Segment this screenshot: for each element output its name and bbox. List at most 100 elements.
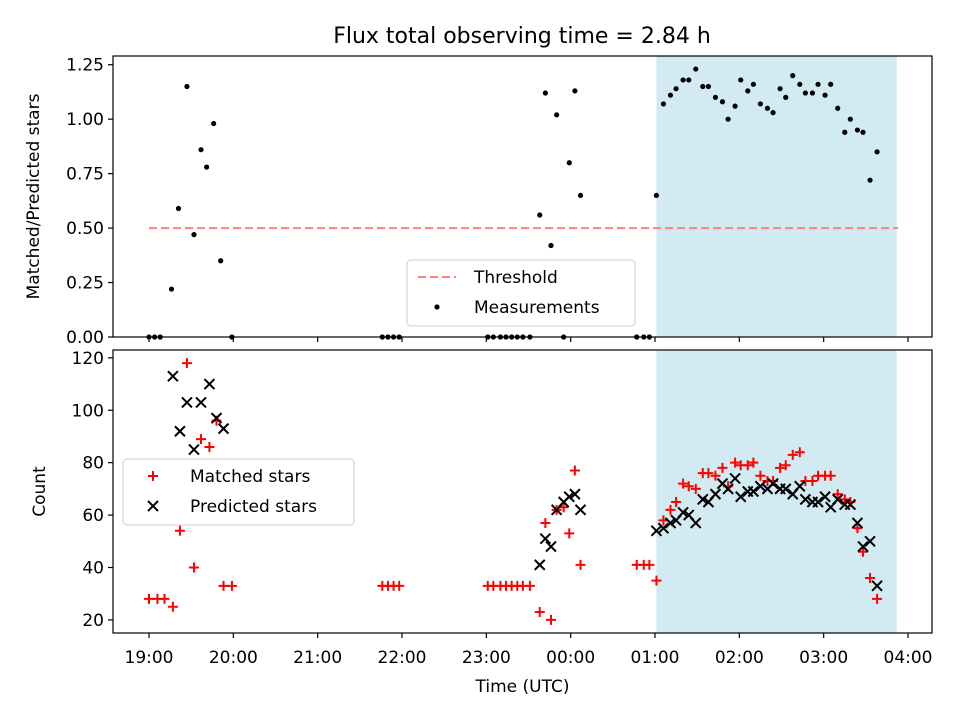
data-point — [860, 129, 866, 135]
data-point — [764, 105, 771, 111]
data-point — [226, 580, 237, 591]
data-point — [188, 562, 199, 573]
data-point — [569, 488, 581, 500]
data-point — [577, 192, 584, 199]
data-point — [828, 81, 834, 87]
data-point — [690, 517, 702, 529]
data-point — [730, 457, 741, 468]
data-point — [703, 468, 714, 479]
data-point — [839, 494, 850, 505]
data-point — [709, 488, 722, 500]
data-point — [722, 483, 734, 495]
data-point — [665, 504, 676, 515]
data-point — [539, 532, 552, 545]
x-tick-label: 00:00 — [546, 648, 595, 668]
x-tick-label: 01:00 — [631, 648, 680, 668]
data-point — [710, 470, 721, 481]
data-point — [812, 496, 824, 508]
data-point — [660, 101, 667, 107]
data-point — [815, 81, 821, 87]
data-point — [195, 396, 207, 409]
data-point — [799, 493, 812, 506]
data-point — [790, 73, 796, 79]
y-tick-label: 100 — [72, 401, 104, 421]
data-point — [572, 88, 578, 94]
data-point — [644, 559, 655, 570]
data-point — [564, 528, 575, 539]
data-point — [770, 110, 776, 116]
data-point — [775, 462, 786, 473]
data-point — [874, 149, 880, 155]
data-point — [742, 460, 753, 471]
data-point — [825, 470, 836, 481]
data-point — [566, 160, 572, 166]
data-point — [819, 491, 831, 503]
data-point — [747, 485, 760, 498]
data-point — [755, 470, 766, 481]
data-point — [693, 66, 699, 72]
data-point — [686, 77, 692, 83]
y-tick-label: 120 — [72, 349, 104, 369]
data-point — [545, 540, 557, 553]
data-point — [174, 425, 186, 437]
data-point — [807, 476, 818, 487]
data-point — [832, 493, 844, 506]
data-point — [524, 580, 535, 591]
y-tick-label: 1.00 — [66, 110, 104, 130]
data-point — [174, 525, 185, 536]
data-point — [534, 559, 546, 571]
data-point — [181, 396, 193, 409]
axes-frame — [112, 349, 933, 634]
data-point — [204, 441, 215, 452]
data-point — [851, 517, 864, 529]
data-point — [867, 177, 873, 183]
y-tick-label: 60 — [82, 506, 104, 526]
top-chart-title: Flux total observing time = 2.84 h — [333, 24, 711, 49]
data-point — [712, 94, 719, 100]
data-point — [809, 90, 816, 96]
data-point — [719, 99, 726, 105]
data-point — [218, 580, 229, 591]
data-point — [545, 614, 556, 625]
data-point — [211, 120, 217, 127]
data-point — [857, 540, 869, 553]
y-tick-label: 0.25 — [66, 274, 104, 294]
data-point — [394, 580, 405, 591]
data-point — [534, 607, 545, 618]
top-plot: 0.00 0.25 0.50 0.75 1.00 1.25 Matched/Predicte… — [24, 55, 933, 348]
data-point — [677, 506, 689, 519]
data-point — [754, 480, 767, 492]
data-point — [217, 422, 230, 435]
y-tick-label: 20 — [82, 611, 104, 631]
legend: Threshold Measurements — [406, 259, 636, 327]
data-point — [748, 457, 759, 468]
legend-label: Measurements — [474, 298, 600, 318]
data-point — [864, 535, 876, 547]
legend-label: Predicted stars — [190, 497, 317, 517]
data-point — [574, 504, 587, 516]
data-point — [548, 242, 554, 249]
y-tick-label: 0.50 — [66, 219, 104, 239]
data-point — [664, 517, 677, 529]
data-point — [745, 88, 751, 94]
data-point — [167, 370, 179, 382]
series-predicted-stars — [167, 370, 883, 592]
legend-swatch-measurements — [434, 304, 440, 310]
x-tick-label: 23:00 — [462, 648, 511, 668]
x-axis-label: Time (UTC) — [475, 677, 570, 697]
data-point — [705, 83, 712, 90]
data-point — [537, 212, 543, 218]
legend-box — [122, 458, 355, 526]
data-point — [794, 447, 805, 458]
data-point — [700, 83, 706, 90]
axes-frame — [112, 55, 933, 338]
y-axis-label: Matched/Predicted stars — [24, 93, 44, 299]
data-point — [852, 523, 863, 534]
data-point — [822, 92, 828, 98]
data-point — [787, 449, 798, 460]
data-point — [835, 105, 841, 111]
data-point — [750, 81, 756, 87]
data-point — [780, 483, 792, 495]
data-point — [725, 116, 731, 122]
data-point — [168, 286, 175, 292]
